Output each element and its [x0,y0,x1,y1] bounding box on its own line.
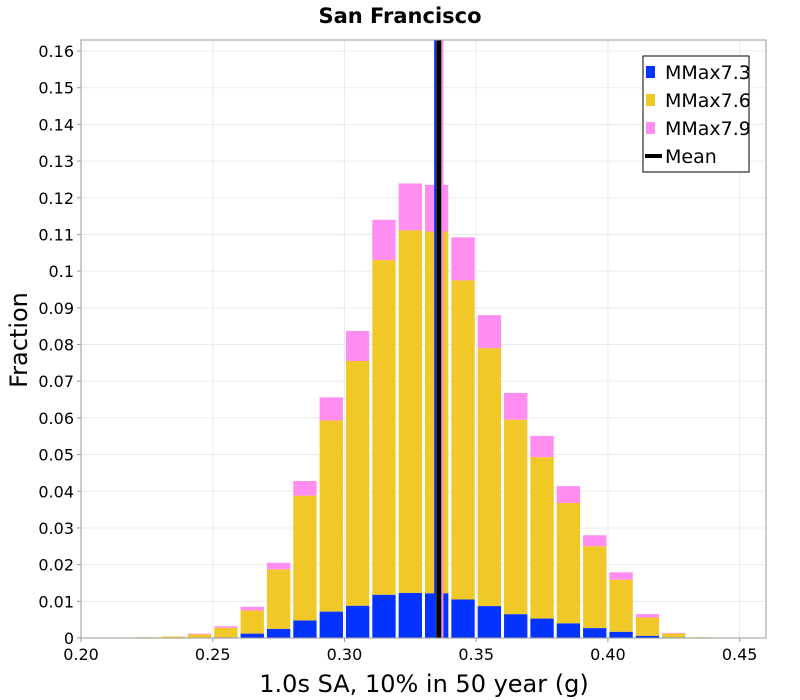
y-tick-label: 0.12 [38,189,74,208]
bar-mmax7-3-bin-10 [372,594,396,638]
bar-mmax7-9-bin-15 [504,392,528,420]
bar-mmax7-6-bin-11 [398,230,422,593]
y-axis-ticks: 0 0.01 0.02 0.03 0.04 0.05 0.06 0.07 0.08 0.09 0.1… [38,42,81,648]
bar-mmax7-6-bin-14 [477,348,502,607]
bar-mmax7-9-bin-11 [398,183,422,231]
bar-mmax7-9-bin-16 [530,435,554,458]
y-tick-label: 0.06 [38,409,74,428]
x-tick-label: 0.30 [327,645,363,664]
legend: MMax7.3 MMax7.6 MMax7.9 Mean [642,55,751,173]
y-tick-label: 0.07 [38,372,74,391]
bar-mmax7-6-bin-21 [662,633,686,638]
bar-mmax7-3-bin-16 [530,618,554,638]
y-tick-label: 0.14 [38,115,74,134]
bar-mmax7-3-bin-11 [398,592,422,638]
x-tick-label: 0.45 [722,645,758,664]
plot-frame [80,39,767,639]
bar-mmax7-6-bin-9 [345,361,370,606]
bar-mmax7-3-bin-17 [556,623,581,638]
bar-mmax7-9-bin-3 [187,633,212,635]
bar-mmax7-6-bin-10 [372,260,396,595]
chart-title: San Francisco [318,4,481,28]
bar-mmax7-9-bin-18 [583,535,607,547]
y-axis-title: Fraction [5,292,33,388]
bar-mmax7-6-bin-8 [319,420,343,612]
bar-mmax7-6-bin-15 [504,419,528,615]
y-tick-label: 0.03 [38,519,74,538]
bar-mmax7-6-bin-3 [187,634,212,638]
bar-mmax7-6-bin-5 [240,610,264,634]
y-tick-label: 0.04 [38,482,74,501]
bar-mmax7-9-bin-21 [662,632,686,634]
bar-mmax7-6-bin-6 [266,569,291,629]
y-tick-label: 0.05 [38,446,74,465]
bar-mmax7-3-bin-18 [583,628,607,638]
legend-swatch-mmax7-6 [646,94,655,106]
bar-mmax7-9-bin-14 [477,315,502,349]
bar-mmax7-3-bin-8 [319,611,343,638]
bar-mmax7-9-bin-9 [345,330,370,362]
bar-mmax7-3-bin-14 [477,606,502,638]
y-tick-label: 0.1 [49,262,74,281]
bar-mmax7-3-bin-13 [451,599,475,638]
bar-mmax7-6-bin-20 [635,617,660,636]
y-tick-label: 0.09 [38,299,74,318]
legend-box [642,55,750,173]
bar-mmax7-9-bin-13 [451,237,475,281]
y-tick-label: 0.13 [38,152,74,171]
bar-mmax7-9-bin-17 [556,486,581,503]
mean-lines-group [434,40,444,638]
legend-swatch-mmax7-3 [646,66,655,78]
bar-mmax7-9-bin-8 [319,397,343,421]
bar-mmax7-3-bin-7 [293,620,317,638]
bar-mmax7-6-bin-13 [451,280,475,600]
y-tick-label: 0.11 [38,225,74,244]
bar-mmax7-9-bin-20 [635,614,660,618]
bar-mmax7-9-bin-4 [214,626,238,628]
x-tick-label: 0.40 [590,645,626,664]
x-tick-label: 0.25 [195,645,231,664]
bar-mmax7-6-bin-17 [556,502,581,624]
bar-mmax7-9-bin-6 [266,562,291,570]
bar-mmax7-6-bin-7 [293,495,317,621]
bar-mmax7-9-bin-10 [372,219,396,261]
y-tick-label: 0.01 [38,592,74,611]
bar-mmax7-6-bin-19 [609,579,633,632]
bar-mmax7-6-bin-4 [214,627,238,638]
legend-label: MMax7.6 [665,90,751,112]
bar-mmax7-9-bin-5 [240,606,264,611]
legend-label: MMax7.9 [665,118,751,140]
bar-mmax7-3-bin-9 [345,605,370,638]
bar-mmax7-3-bin-6 [266,628,291,638]
x-tick-label: 0.20 [63,645,99,664]
y-tick-label: 0.02 [38,556,74,575]
bar-mmax7-3-bin-20 [635,635,660,638]
legend-swatch-mmax7-9 [646,122,655,134]
y-tick-label: 0.08 [38,336,74,355]
bar-mmax7-9-bin-7 [293,480,317,496]
y-tick-label: 0.16 [38,42,74,61]
x-axis-title: 1.0s SA, 10% in 50 year (g) [259,670,588,698]
bar-mmax7-9-bin-19 [609,572,633,580]
legend-label: MMax7.3 [665,62,751,84]
bar-mmax7-6-bin-16 [530,457,554,619]
grid-lines [80,40,766,639]
bar-mmax7-6-bin-18 [583,546,607,629]
bar-mmax7-3-bin-5 [240,633,264,638]
legend-label: Mean [665,146,717,168]
bar-mmax7-3-bin-19 [609,631,633,638]
x-axis-ticks: 0.20 0.25 0.30 0.35 0.40 0.45 [63,638,757,664]
x-tick-label: 0.35 [458,645,494,664]
y-tick-label: 0 [64,629,74,648]
bar-mmax7-6-bin-2 [161,636,185,638]
y-tick-label: 0.15 [38,79,74,98]
bar-mmax7-3-bin-15 [504,614,528,638]
